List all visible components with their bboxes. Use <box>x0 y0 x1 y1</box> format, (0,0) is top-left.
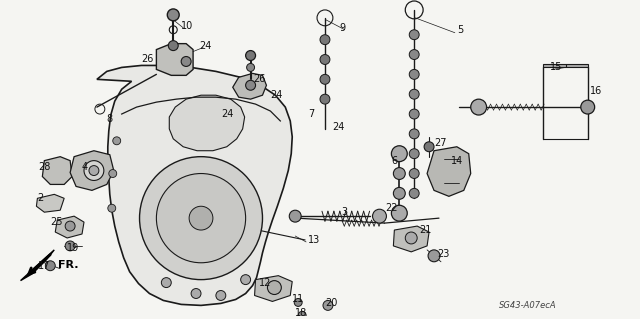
Circle shape <box>113 137 121 145</box>
Circle shape <box>392 205 407 221</box>
Text: 19: 19 <box>67 243 79 253</box>
Circle shape <box>181 56 191 66</box>
Polygon shape <box>156 44 193 75</box>
Circle shape <box>89 166 99 175</box>
Text: 28: 28 <box>38 162 51 172</box>
Circle shape <box>216 291 226 300</box>
Circle shape <box>246 63 255 71</box>
Text: 20: 20 <box>325 298 337 308</box>
Text: 25: 25 <box>51 217 63 227</box>
Circle shape <box>298 311 306 319</box>
Circle shape <box>392 146 407 162</box>
Circle shape <box>320 35 330 45</box>
Circle shape <box>409 89 419 99</box>
Text: 8: 8 <box>107 114 113 124</box>
Text: 14: 14 <box>451 156 463 166</box>
Circle shape <box>109 170 116 177</box>
Polygon shape <box>394 226 429 252</box>
Circle shape <box>268 281 282 294</box>
Polygon shape <box>36 194 64 212</box>
Text: 24: 24 <box>221 109 233 119</box>
Text: 3: 3 <box>342 207 348 217</box>
Circle shape <box>409 149 419 159</box>
Circle shape <box>409 70 419 79</box>
Text: 11: 11 <box>292 294 305 304</box>
Text: 9: 9 <box>340 23 346 33</box>
Circle shape <box>140 157 262 280</box>
Circle shape <box>65 221 75 231</box>
Circle shape <box>409 49 419 60</box>
Text: 18: 18 <box>295 308 307 318</box>
Text: FR.: FR. <box>58 260 79 270</box>
Circle shape <box>428 250 440 262</box>
Text: 17: 17 <box>38 261 51 271</box>
Circle shape <box>405 232 417 244</box>
Circle shape <box>424 142 434 152</box>
Circle shape <box>409 109 419 119</box>
Text: 24: 24 <box>271 90 283 100</box>
Text: SG43-A07ecA: SG43-A07ecA <box>499 301 556 310</box>
Circle shape <box>470 99 486 115</box>
Text: 2: 2 <box>37 193 44 203</box>
Circle shape <box>409 168 419 179</box>
Circle shape <box>65 241 75 251</box>
Circle shape <box>289 210 301 222</box>
Polygon shape <box>70 151 114 190</box>
Polygon shape <box>255 276 292 301</box>
Text: 27: 27 <box>434 138 447 148</box>
Circle shape <box>323 300 333 310</box>
Circle shape <box>246 51 255 61</box>
Text: 6: 6 <box>392 156 397 166</box>
Circle shape <box>394 167 405 180</box>
Text: 24: 24 <box>199 41 211 51</box>
Circle shape <box>394 187 405 199</box>
Text: 21: 21 <box>419 225 431 235</box>
Text: 5: 5 <box>457 25 463 35</box>
Circle shape <box>246 80 255 90</box>
Circle shape <box>84 161 104 181</box>
Circle shape <box>320 74 330 84</box>
Circle shape <box>168 41 178 51</box>
Circle shape <box>189 206 213 230</box>
Circle shape <box>409 30 419 40</box>
Circle shape <box>320 94 330 104</box>
Text: 26: 26 <box>253 74 266 84</box>
Circle shape <box>294 299 302 306</box>
Text: 7: 7 <box>308 109 314 119</box>
Text: 12: 12 <box>259 278 271 288</box>
Polygon shape <box>20 250 54 281</box>
Text: 26: 26 <box>141 55 154 64</box>
Circle shape <box>191 289 201 299</box>
Circle shape <box>108 204 116 212</box>
Polygon shape <box>233 73 266 99</box>
Circle shape <box>409 129 419 139</box>
Circle shape <box>580 100 595 114</box>
Circle shape <box>320 55 330 64</box>
Circle shape <box>156 174 246 263</box>
Text: 23: 23 <box>437 249 449 259</box>
Circle shape <box>372 209 387 223</box>
Text: 13: 13 <box>308 235 321 245</box>
Polygon shape <box>543 64 588 67</box>
Polygon shape <box>55 216 84 238</box>
Circle shape <box>409 189 419 198</box>
Text: 16: 16 <box>589 86 602 96</box>
Text: 15: 15 <box>550 63 563 72</box>
Text: 4: 4 <box>82 162 88 172</box>
Circle shape <box>161 278 172 287</box>
Polygon shape <box>42 157 72 184</box>
Text: 10: 10 <box>181 21 193 31</box>
Polygon shape <box>427 147 470 196</box>
Circle shape <box>241 275 251 285</box>
Text: 24: 24 <box>332 122 344 132</box>
Circle shape <box>167 9 179 21</box>
Text: 22: 22 <box>385 203 398 213</box>
Polygon shape <box>170 95 244 151</box>
Circle shape <box>45 261 55 271</box>
Polygon shape <box>97 65 292 305</box>
